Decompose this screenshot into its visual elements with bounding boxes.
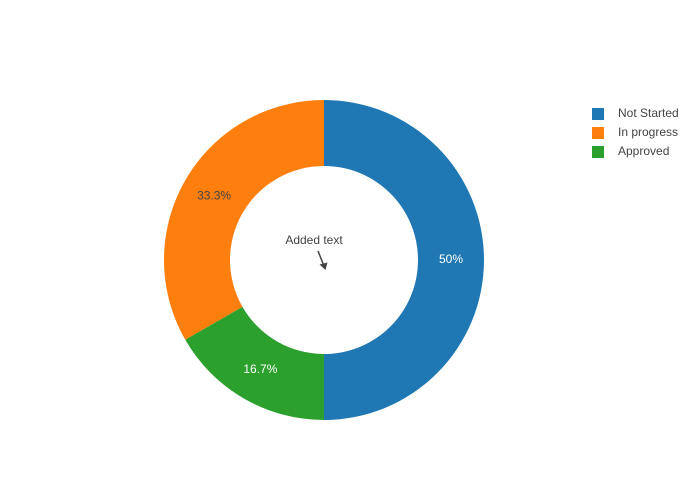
legend-swatch	[592, 108, 604, 120]
slice	[185, 306, 324, 420]
slice-label: 33.3%	[197, 189, 231, 203]
slice	[163, 100, 324, 340]
legend-swatch	[592, 146, 604, 158]
slice	[324, 100, 484, 420]
annotation-arrow	[317, 250, 328, 270]
legend-label: Not Started	[618, 106, 679, 120]
slice-label: 16.7%	[243, 362, 277, 376]
legend-swatch	[592, 127, 604, 139]
donut: 50% 33.3% 16.7%	[163, 100, 484, 420]
legend-label: Approved	[618, 144, 669, 158]
slice-label: 50%	[439, 252, 463, 266]
legend-label: In progress	[618, 125, 678, 139]
annotation: Added text	[285, 233, 343, 247]
